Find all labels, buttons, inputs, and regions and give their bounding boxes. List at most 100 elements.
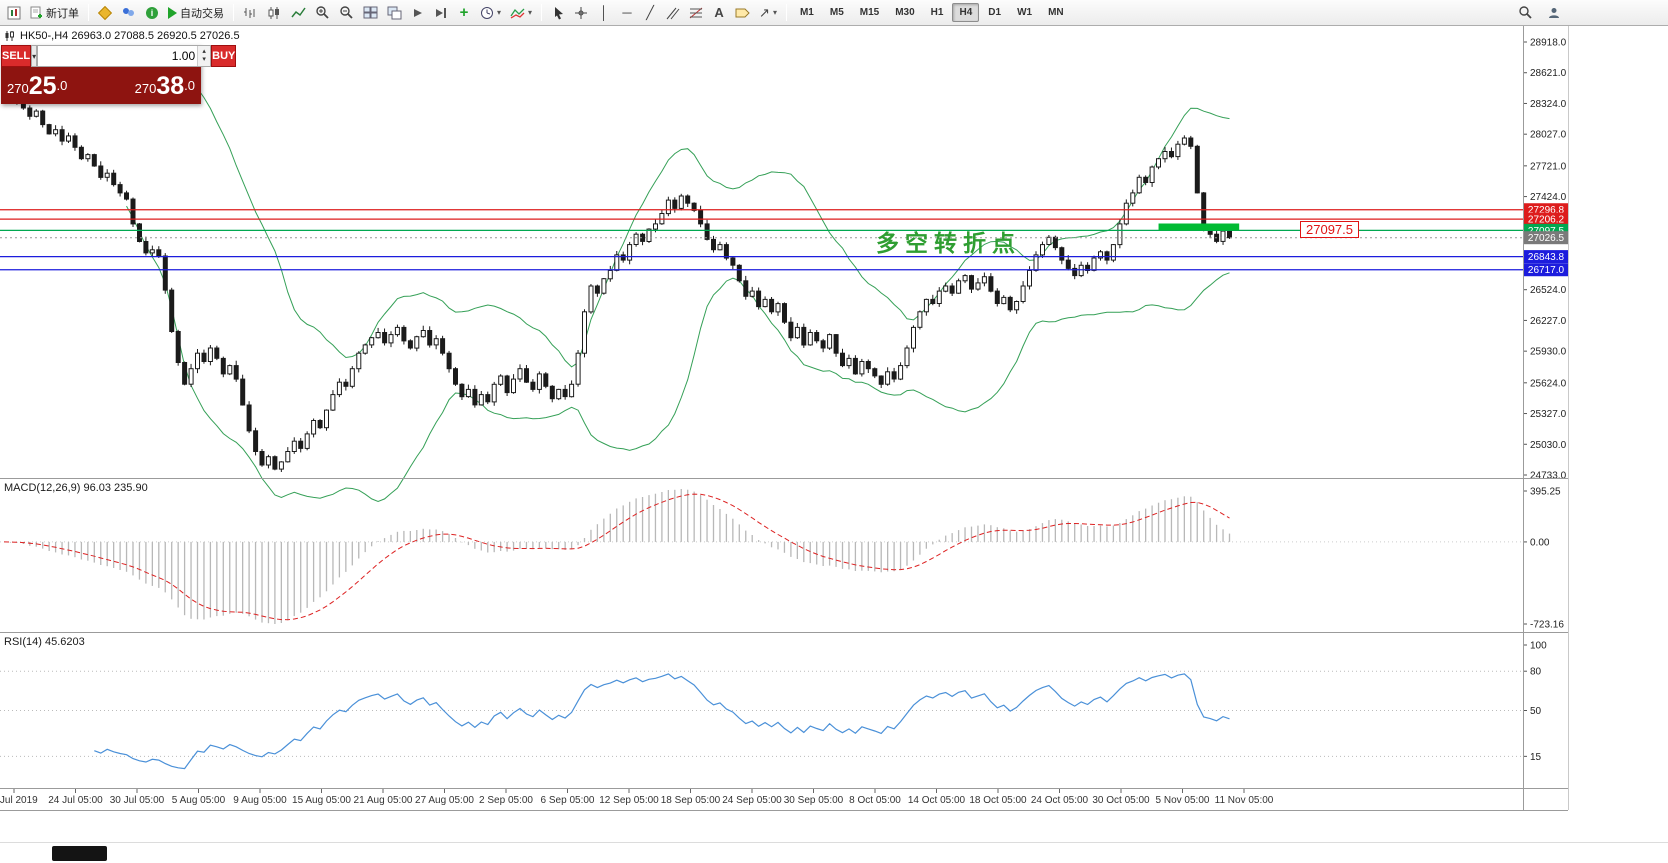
zoom-out-icon: [340, 6, 353, 19]
person-icon: [1549, 7, 1559, 18]
svg-text:28621.0: 28621.0: [1530, 68, 1567, 79]
periods-button[interactable]: ▾: [476, 2, 505, 23]
buy-price-suffix: .0: [184, 77, 195, 93]
arrow-icon: ↗: [759, 5, 770, 20]
profiles-button[interactable]: [117, 2, 140, 23]
svg-text:18 Sep 05:00: 18 Sep 05:00: [661, 795, 721, 806]
zoom-in-button[interactable]: [311, 2, 334, 23]
vertical-line-icon: │: [599, 5, 609, 20]
volume-input[interactable]: [38, 46, 198, 66]
channel-icon: [666, 7, 680, 19]
search-button[interactable]: [1514, 2, 1537, 23]
candlestick-chart-icon: [268, 6, 279, 19]
spin-down-icon: ▾: [202, 56, 206, 63]
bid-ask-display: 270 25.0 270 38.0: [1, 67, 201, 104]
diamond-icon: [97, 5, 113, 20]
timeframe-h4-button[interactable]: H4: [952, 3, 980, 22]
search-icon: [1519, 6, 1532, 19]
chart-window-button[interactable]: [3, 2, 25, 23]
price-tag-label[interactable]: 27097.5: [1300, 221, 1359, 238]
svg-text:14 Oct 05:00: 14 Oct 05:00: [908, 795, 966, 806]
buy-price-big: 38: [156, 71, 185, 100]
timeframe-m1-button[interactable]: M1: [793, 3, 821, 22]
fibonacci-icon: [689, 7, 703, 18]
buy-button[interactable]: BUY: [211, 45, 237, 67]
svg-text:6 Sep 05:00: 6 Sep 05:00: [541, 795, 595, 806]
bar-chart-button[interactable]: [239, 2, 262, 23]
autotrading-play-icon: [168, 6, 177, 19]
macd-axis[interactable]: 395.25 0.00 -723.16: [1523, 487, 1564, 631]
timeframe-w1-button[interactable]: W1: [1010, 3, 1039, 22]
metaquotes-button[interactable]: [94, 2, 116, 23]
timeframe-m15-button[interactable]: M15: [853, 3, 886, 22]
crosshair-icon: [575, 6, 588, 19]
svg-text:8 Oct 05:00: 8 Oct 05:00: [849, 795, 901, 806]
chevron-down-icon: ▾: [32, 51, 37, 61]
fibonacci-tool-button[interactable]: [685, 2, 707, 23]
macd-histogram: [9, 489, 1231, 624]
line-chart-button[interactable]: [287, 2, 310, 23]
crosshair-tool-button[interactable]: [570, 2, 592, 23]
channel-tool-button[interactable]: [662, 2, 684, 23]
svg-text:27424.0: 27424.0: [1530, 192, 1567, 203]
text-label-tool-button[interactable]: [731, 2, 754, 23]
svg-text:395.25: 395.25: [1530, 487, 1561, 498]
volume-spinner[interactable]: ▴ ▾: [197, 46, 211, 66]
turning-point-annotation[interactable]: 多空转折点: [876, 230, 1021, 256]
sell-options-button[interactable]: ▾: [31, 45, 38, 67]
zoom-in-icon: [316, 6, 329, 19]
vertical-line-tool-button[interactable]: │: [593, 2, 615, 23]
candles: [1, 88, 1232, 472]
cursor-tool-button[interactable]: [547, 2, 569, 23]
svg-text:2 Sep 05:00: 2 Sep 05:00: [479, 795, 533, 806]
new-order-button[interactable]: 新订单: [26, 2, 83, 23]
price-axis[interactable]: 28918.0 28621.0 28324.0 28027.0 27721.0 27424…: [1523, 38, 1569, 482]
macd-indicator-label: MACD(12,26,9) 96.03 235.90: [4, 482, 148, 494]
trendline-icon: ╱: [646, 5, 654, 20]
svg-text:27206.2: 27206.2: [1528, 215, 1565, 226]
autotrading-button[interactable]: 自动交易: [164, 2, 228, 23]
svg-text:15 Aug 05:00: 15 Aug 05:00: [292, 795, 351, 806]
chart-window-icon: [7, 6, 21, 19]
arrows-tool-button[interactable]: ↗ ▾: [755, 2, 781, 23]
symbol-ohlc-text: HK50-,H4 26963.0 27088.5 26920.5 27026.5: [20, 30, 240, 42]
horizontal-lines[interactable]: [0, 209, 1523, 271]
rsi-axis[interactable]: 100 80 50 15: [1523, 641, 1547, 763]
svg-text:5 Aug 05:00: 5 Aug 05:00: [172, 795, 226, 806]
new-order-label: 新订单: [46, 7, 79, 20]
zoom-out-button[interactable]: [335, 2, 358, 23]
cascade-windows-button[interactable]: [383, 2, 406, 23]
new-chart-button[interactable]: +: [453, 2, 475, 23]
time-axis[interactable]: 18 Jul 2019 24 Jul 05:00 30 Jul 05:00 5 Aug…: [0, 789, 1274, 806]
timeframe-mn-button[interactable]: MN: [1041, 3, 1071, 22]
chart-shift-button[interactable]: [430, 2, 452, 23]
candlestick-chart-button[interactable]: [263, 2, 286, 23]
symbol-ohlc-info: HK50-,H4 26963.0 27088.5 26920.5 27026.5: [4, 30, 240, 42]
sell-price-suffix: .0: [56, 77, 68, 93]
timeframe-m5-button[interactable]: M5: [823, 3, 851, 22]
toolbar-right-icons: [1514, 2, 1565, 23]
svg-text:-723.16: -723.16: [1530, 620, 1564, 631]
timeframe-d1-button[interactable]: D1: [981, 3, 1008, 22]
timeframe-group: M1 M5 M15 M30 H1 H4 D1 W1 MN: [792, 3, 1072, 22]
svg-text:30 Sep 05:00: 30 Sep 05:00: [784, 795, 844, 806]
sell-button[interactable]: SELL: [1, 45, 32, 67]
timeframe-h1-button[interactable]: H1: [924, 3, 951, 22]
timeframe-m30-button[interactable]: M30: [888, 3, 921, 22]
taskbar-item[interactable]: [52, 846, 107, 861]
buy-price: 270 38.0: [135, 73, 195, 99]
text-tool-button[interactable]: A: [708, 2, 730, 23]
svg-text:30 Oct 05:00: 30 Oct 05:00: [1092, 795, 1150, 806]
tile-windows-button[interactable]: [359, 2, 382, 23]
trendline-tool-button[interactable]: ╱: [639, 2, 661, 23]
market-info-button[interactable]: i: [141, 2, 163, 23]
community-button[interactable]: [1543, 2, 1565, 23]
svg-text:28027.0: 28027.0: [1530, 130, 1567, 141]
auto-scroll-button[interactable]: [407, 2, 429, 23]
autotrading-label: 自动交易: [180, 7, 224, 20]
indicators-button[interactable]: ▾: [506, 2, 536, 23]
horizontal-line-tool-button[interactable]: ─: [616, 2, 638, 23]
